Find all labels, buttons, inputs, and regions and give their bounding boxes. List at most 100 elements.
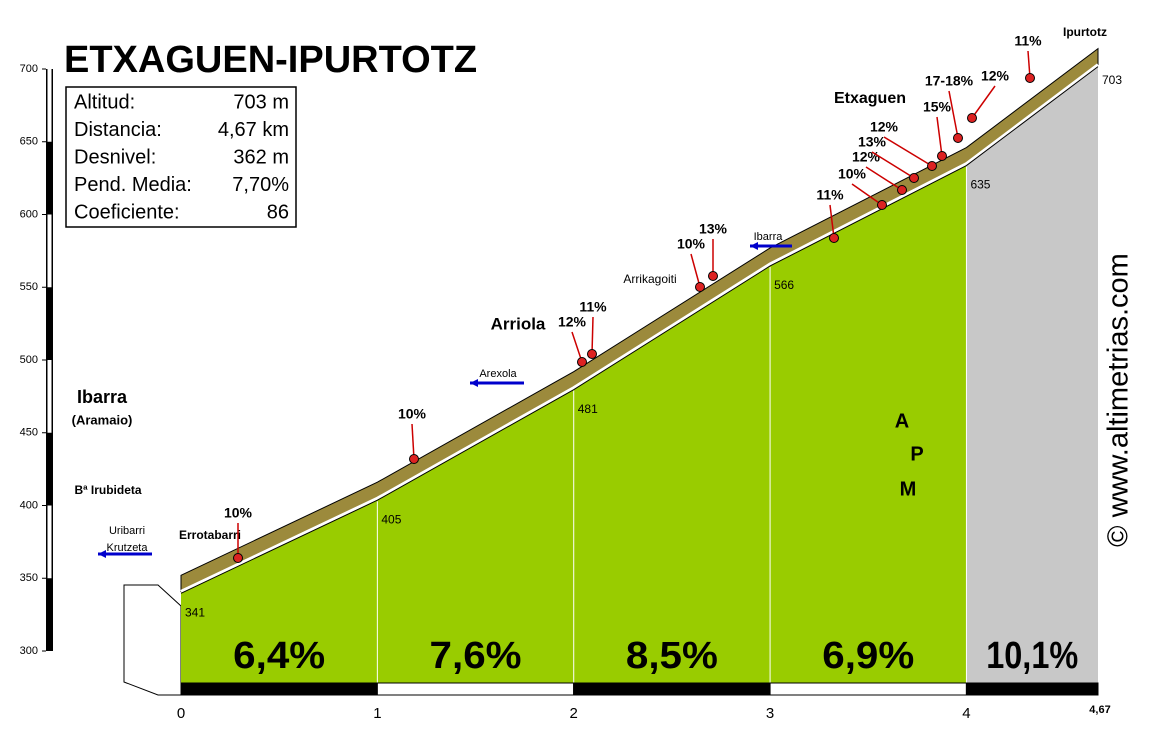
grade-label: 17-18% xyxy=(925,73,974,89)
km-bar xyxy=(769,682,967,696)
chart-title: ETXAGUEN-IPURTOTZ xyxy=(64,39,477,81)
x-tick-label: 2 xyxy=(570,705,578,722)
logo-letter: M xyxy=(900,478,917,500)
stat-label: Desnivel: xyxy=(74,146,156,168)
stat-value: 86 xyxy=(267,201,289,223)
grade-leader xyxy=(971,85,996,119)
altitude-label: 635 xyxy=(970,178,990,192)
grade-dot xyxy=(695,282,705,292)
grade-label: 15% xyxy=(923,99,952,115)
grade-leader xyxy=(871,151,915,179)
grade-label: 10% xyxy=(398,406,427,422)
grade-dot xyxy=(953,133,963,143)
sign-arrowhead xyxy=(470,379,478,387)
road-edge xyxy=(180,66,1099,594)
segment-grade: 6,4% xyxy=(233,635,325,677)
stat-label: Coeficiente: xyxy=(74,201,180,223)
x-tick-label: 4 xyxy=(962,705,970,722)
y-tick-label: 600 xyxy=(20,208,38,220)
place-label: Bª Irubideta xyxy=(74,483,141,497)
grade-label: 13% xyxy=(699,221,728,237)
km-bar xyxy=(376,682,575,696)
place-label: Ipurtotz xyxy=(1063,25,1107,39)
grade-label: 12% xyxy=(981,68,1010,84)
sign-label: Ibarra xyxy=(754,231,784,243)
sign-arrowhead xyxy=(98,550,106,558)
grade-dot xyxy=(587,349,597,359)
segment-grade: 8,5% xyxy=(626,635,718,677)
altitude-label: 703 xyxy=(1102,73,1122,87)
grade-leader xyxy=(571,331,583,363)
x-tick-label: 4,67 xyxy=(1089,704,1110,716)
grade-dot xyxy=(1025,73,1035,83)
grade-dot xyxy=(577,357,587,367)
altitude-label: 566 xyxy=(774,278,794,292)
place-label: Errotabarri xyxy=(179,528,241,542)
stat-value: 7,70% xyxy=(232,174,289,196)
place-label: Ibarra xyxy=(77,387,128,407)
grade-label: 10% xyxy=(677,236,706,252)
grade-label: 12% xyxy=(852,149,881,165)
stat-label: Pend. Media: xyxy=(74,174,192,196)
grade-label: 11% xyxy=(816,187,844,203)
place-label: (Aramaio) xyxy=(72,412,133,427)
stat-value: 362 m xyxy=(233,146,289,168)
grade-label: 11% xyxy=(579,299,607,315)
road-line xyxy=(180,63,1099,593)
logo-letter: A xyxy=(895,410,909,432)
y-tick-label: 450 xyxy=(20,427,38,439)
grade-leader xyxy=(690,253,701,288)
segment-grade: 10,1% xyxy=(986,635,1078,677)
place-label: Arriola xyxy=(491,314,546,333)
grade-leader xyxy=(851,183,883,206)
x-tick-label: 1 xyxy=(373,705,381,722)
grade-leader xyxy=(948,90,959,139)
y-axis-band xyxy=(47,214,52,288)
sign-label: Krutzeta xyxy=(107,542,149,554)
place-label: Etxaguen xyxy=(834,90,906,107)
grade-dot xyxy=(909,173,919,183)
grade-label: 12% xyxy=(558,314,587,330)
grade-label: 11% xyxy=(1014,33,1042,49)
y-tick-label: 400 xyxy=(20,499,38,511)
sign-arrowhead xyxy=(750,242,758,250)
grade-label: 10% xyxy=(224,505,253,521)
sign-label: Arexola xyxy=(479,368,517,380)
grade-dot xyxy=(967,113,977,123)
y-tick-label: 700 xyxy=(20,63,38,75)
grade-leader xyxy=(411,423,415,460)
y-tick-label: 500 xyxy=(20,354,38,366)
grade-leader xyxy=(936,116,943,157)
y-tick-label: 300 xyxy=(20,645,38,657)
segment-grade: 6,9% xyxy=(822,635,914,677)
sign-label: Uribarri xyxy=(109,525,145,537)
y-axis-band xyxy=(47,69,52,142)
stat-value: 703 m xyxy=(233,91,289,113)
grade-leader xyxy=(883,136,933,167)
x-tick-label: 3 xyxy=(766,705,774,722)
segment-grade: 7,6% xyxy=(430,635,522,677)
grade-label: 10% xyxy=(838,166,867,182)
y-tick-label: 550 xyxy=(20,281,38,293)
grade-dot xyxy=(409,454,419,464)
altitude-label: 341 xyxy=(185,606,205,620)
place-label: Arrikagoiti xyxy=(623,272,676,286)
y-tick-label: 350 xyxy=(20,572,38,584)
grade-dot xyxy=(708,271,718,281)
grade-dot xyxy=(829,233,839,243)
altitude-label: 405 xyxy=(381,512,401,526)
altitude-label: 481 xyxy=(578,402,598,416)
grade-dot xyxy=(897,185,907,195)
logo-letter: P xyxy=(910,443,923,465)
watermark: © www.altimetrias.com xyxy=(1103,253,1135,547)
start-block xyxy=(123,584,182,696)
grade-dot xyxy=(233,553,243,563)
grade-dot xyxy=(937,151,947,161)
y-tick-label: 650 xyxy=(20,136,38,148)
grade-leader xyxy=(829,204,835,239)
km-bar xyxy=(180,682,378,696)
stat-value: 4,67 km xyxy=(218,119,289,141)
x-tick-label: 0 xyxy=(177,705,185,722)
stat-label: Altitud: xyxy=(74,91,135,113)
stats-box xyxy=(65,86,297,228)
